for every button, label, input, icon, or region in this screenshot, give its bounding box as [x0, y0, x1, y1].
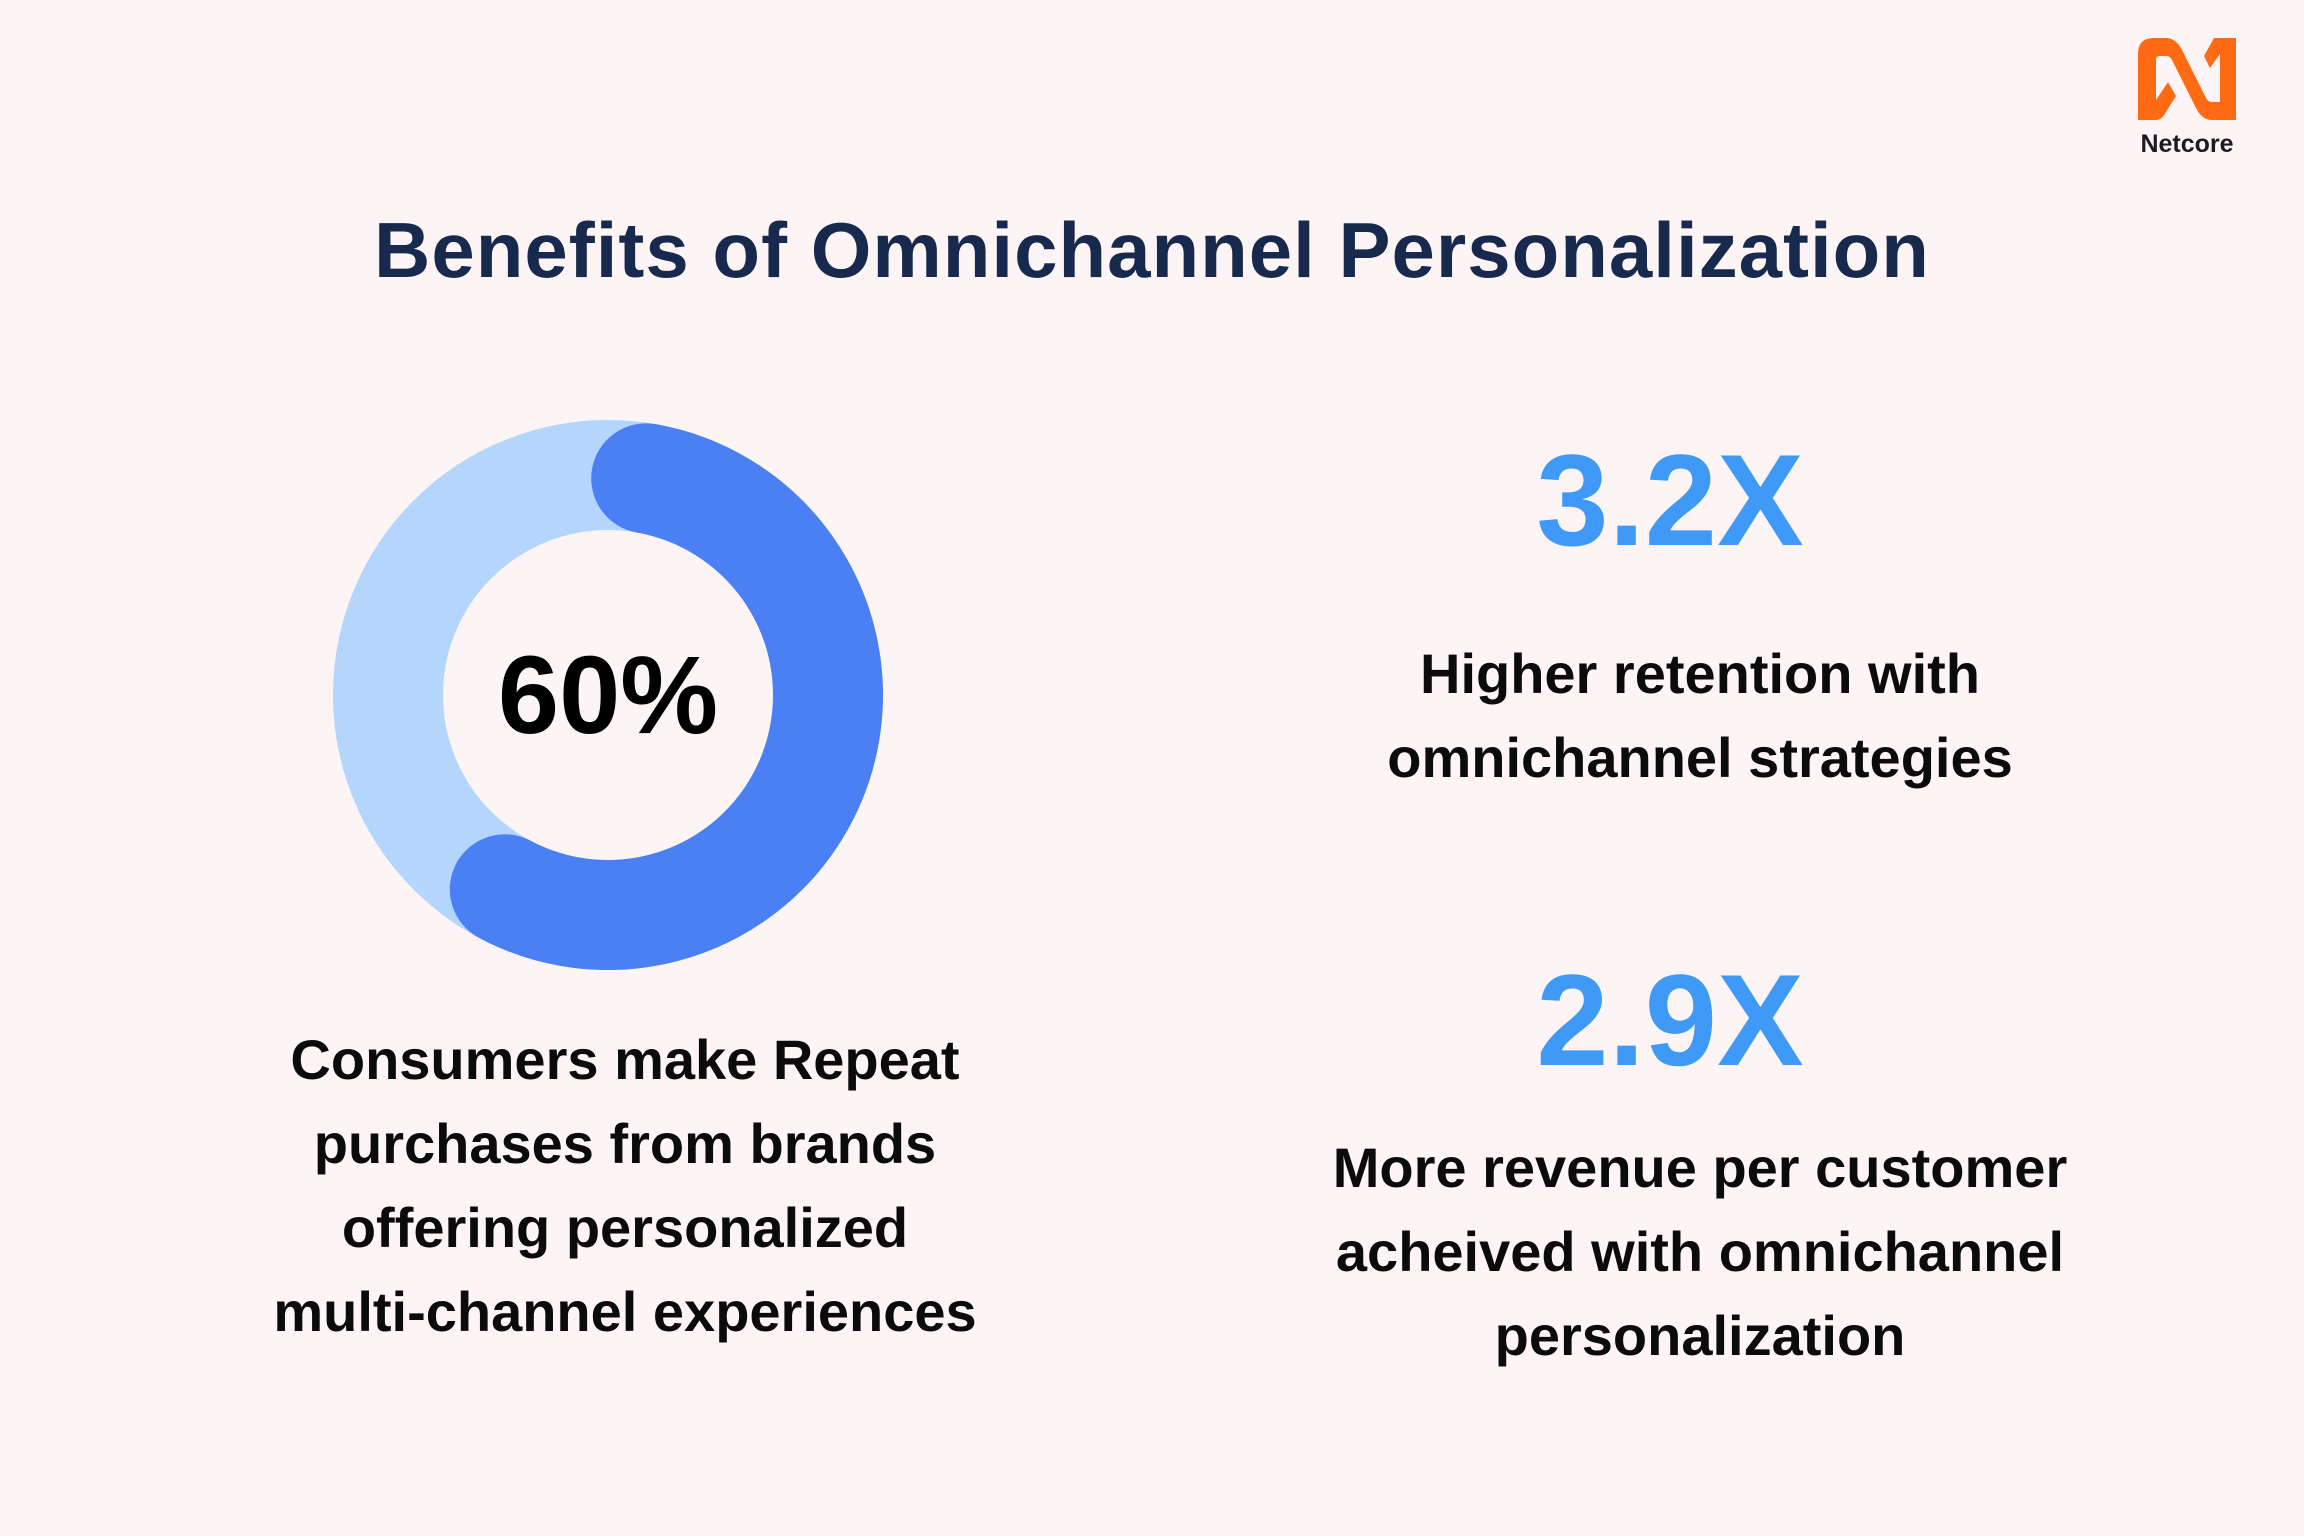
netcore-n-logo-icon [2138, 38, 2236, 120]
description-line: More revenue per customer [1332, 1136, 2068, 1199]
donut-value-arc [333, 420, 883, 970]
description-line: acheived with omnichannel [1335, 1220, 2065, 1283]
donut-chart [333, 420, 883, 970]
netcore-logo: Netcore [2130, 30, 2244, 160]
description-line: Higher retention with [1420, 642, 1980, 705]
donut-description: Consumers make Repeat purchases from bra… [170, 1018, 1080, 1354]
stat-retention-description: Higher retention with omnichannel strate… [1220, 632, 2180, 800]
description-line: purchases from brands [313, 1112, 937, 1175]
description-line: omnichannel strategies [1387, 726, 2013, 789]
description-line: Consumers make Repeat [290, 1028, 960, 1091]
stat-retention-value: 3.2X [1536, 427, 1804, 573]
brand-name: Netcore [2140, 130, 2234, 158]
stat-revenue-value: 2.9X [1536, 947, 1804, 1093]
donut-value-label: 60% [497, 634, 719, 757]
stat-revenue-description: More revenue per customer acheived with … [1220, 1126, 2180, 1378]
page-title: Benefits of Omnichannel Personalization [374, 206, 1930, 294]
description-line: offering personalized [341, 1196, 909, 1259]
description-line: personalization [1494, 1304, 1906, 1367]
description-line: multi-channel experiences [273, 1280, 977, 1343]
